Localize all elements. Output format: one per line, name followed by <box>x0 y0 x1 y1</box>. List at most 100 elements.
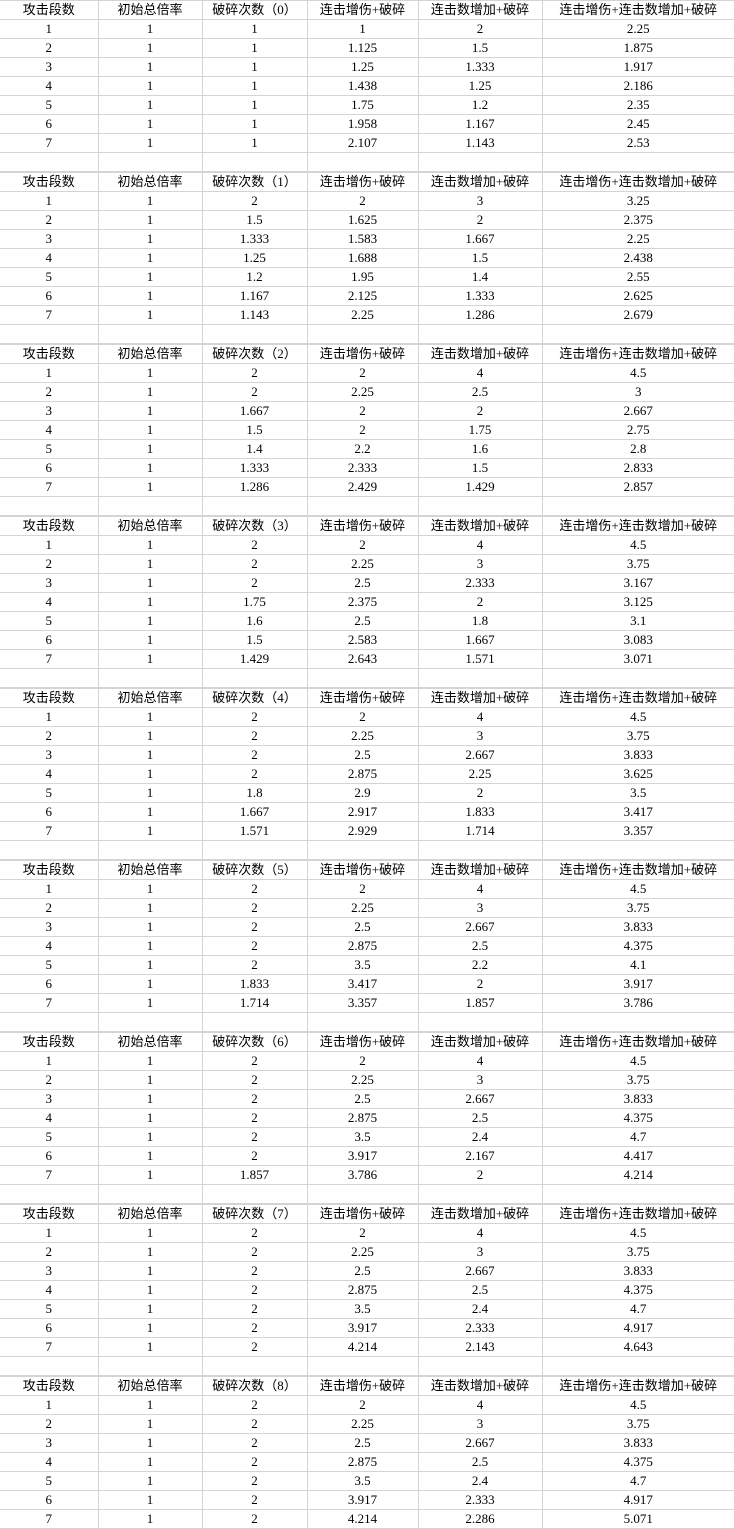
cell[interactable]: 2.5 <box>417 382 543 402</box>
cell[interactable]: 3 <box>0 745 99 765</box>
cell[interactable]: 1.571 <box>417 649 543 669</box>
cell[interactable]: 1 <box>0 1051 99 1071</box>
cell[interactable]: 1.333 <box>201 229 308 249</box>
cell[interactable]: 4 <box>0 936 99 956</box>
cell[interactable]: 4.643 <box>541 1337 734 1357</box>
cell[interactable]: 1 <box>97 726 203 746</box>
cell[interactable]: 1 <box>97 554 203 574</box>
cell[interactable]: 2 <box>201 1318 308 1338</box>
cell[interactable]: 3 <box>0 917 99 937</box>
cell[interactable]: 2 <box>0 1070 99 1090</box>
cell[interactable]: 2.667 <box>417 1089 543 1109</box>
cell[interactable]: 2.5 <box>417 1280 543 1300</box>
cell[interactable]: 2 <box>0 898 99 918</box>
cell[interactable]: 4.5 <box>541 363 734 383</box>
cell[interactable]: 4.1 <box>541 955 734 975</box>
cell[interactable]: 1 <box>0 363 99 383</box>
empty-cell[interactable] <box>0 496 99 516</box>
cell[interactable]: 2.833 <box>541 458 734 478</box>
cell[interactable]: 1 <box>97 210 203 230</box>
column-header[interactable]: 攻击段数 <box>0 172 99 192</box>
cell[interactable]: 4.214 <box>541 1165 734 1185</box>
empty-cell[interactable] <box>541 1356 734 1376</box>
cell[interactable]: 1.833 <box>417 802 543 822</box>
cell[interactable]: 2.143 <box>417 1337 543 1357</box>
cell[interactable]: 2 <box>0 382 99 402</box>
cell[interactable]: 1 <box>97 821 203 841</box>
empty-cell[interactable] <box>417 1012 543 1032</box>
column-header[interactable]: 破碎次数（3） <box>201 516 308 536</box>
cell[interactable]: 2.25 <box>306 554 419 574</box>
cell[interactable]: 1.5 <box>201 630 308 650</box>
cell[interactable]: 1 <box>97 1089 203 1109</box>
empty-cell[interactable] <box>201 1356 308 1376</box>
cell[interactable]: 3.75 <box>541 1414 734 1434</box>
cell[interactable]: 1.583 <box>306 229 419 249</box>
cell[interactable]: 2.107 <box>306 133 419 153</box>
empty-cell[interactable] <box>0 1184 99 1204</box>
cell[interactable]: 1 <box>97 229 203 249</box>
cell[interactable]: 2.5 <box>306 1089 419 1109</box>
cell[interactable]: 3.167 <box>541 573 734 593</box>
column-header[interactable]: 初始总倍率 <box>97 688 203 708</box>
cell[interactable]: 1 <box>97 1299 203 1319</box>
cell[interactable]: 1.2 <box>417 95 543 115</box>
cell[interactable]: 2 <box>201 535 308 555</box>
cell[interactable]: 2 <box>201 363 308 383</box>
cell[interactable]: 2 <box>201 1395 308 1415</box>
cell[interactable]: 2.375 <box>306 592 419 612</box>
cell[interactable]: 2.286 <box>417 1509 543 1529</box>
cell[interactable]: 2 <box>306 363 419 383</box>
empty-cell[interactable] <box>97 496 203 516</box>
column-header[interactable]: 初始总倍率 <box>97 1032 203 1052</box>
cell[interactable]: 3 <box>0 1261 99 1281</box>
cell[interactable]: 1 <box>97 305 203 325</box>
cell[interactable]: 4 <box>417 1051 543 1071</box>
cell[interactable]: 3 <box>417 898 543 918</box>
column-header[interactable]: 连击增伤+连击数增加+破碎 <box>541 1032 734 1052</box>
cell[interactable]: 2.5 <box>306 917 419 937</box>
cell[interactable]: 2.167 <box>417 1146 543 1166</box>
cell[interactable]: 2 <box>201 1452 308 1472</box>
cell[interactable]: 4.5 <box>541 1395 734 1415</box>
cell[interactable]: 1 <box>97 1433 203 1453</box>
column-header[interactable]: 初始总倍率 <box>97 172 203 192</box>
cell[interactable]: 1.857 <box>417 993 543 1013</box>
cell[interactable]: 3.1 <box>541 611 734 631</box>
cell[interactable]: 2 <box>201 554 308 574</box>
cell[interactable]: 2.25 <box>417 764 543 784</box>
cell[interactable]: 3 <box>0 573 99 593</box>
cell[interactable]: 1.5 <box>201 420 308 440</box>
cell[interactable]: 3.417 <box>541 802 734 822</box>
cell[interactable]: 3.625 <box>541 764 734 784</box>
cell[interactable]: 6 <box>0 1318 99 1338</box>
cell[interactable]: 3.917 <box>306 1318 419 1338</box>
cell[interactable]: 2.25 <box>306 1242 419 1262</box>
column-header[interactable]: 连击数增加+破碎 <box>417 516 543 536</box>
empty-cell[interactable] <box>306 1012 419 1032</box>
cell[interactable]: 2.25 <box>306 898 419 918</box>
column-header[interactable]: 攻击段数 <box>0 1032 99 1052</box>
cell[interactable]: 2.25 <box>306 382 419 402</box>
cell[interactable]: 7 <box>0 1509 99 1529</box>
column-header[interactable]: 破碎次数（8） <box>201 1376 308 1396</box>
cell[interactable]: 1 <box>97 133 203 153</box>
cell[interactable]: 3.786 <box>541 993 734 1013</box>
cell[interactable]: 1 <box>97 420 203 440</box>
cell[interactable]: 1 <box>97 630 203 650</box>
cell[interactable]: 2 <box>306 401 419 421</box>
cell[interactable]: 2 <box>201 879 308 899</box>
empty-cell[interactable] <box>97 1356 203 1376</box>
column-header[interactable]: 连击增伤+连击数增加+破碎 <box>541 516 734 536</box>
cell[interactable]: 1.4 <box>417 267 543 287</box>
cell[interactable]: 4 <box>0 248 99 268</box>
cell[interactable]: 5 <box>0 439 99 459</box>
cell[interactable]: 1 <box>201 76 308 96</box>
cell[interactable]: 1 <box>97 1452 203 1472</box>
cell[interactable]: 2.643 <box>306 649 419 669</box>
cell[interactable]: 2 <box>306 1051 419 1071</box>
cell[interactable]: 1 <box>97 745 203 765</box>
cell[interactable]: 4.7 <box>541 1471 734 1491</box>
cell[interactable]: 1.833 <box>201 974 308 994</box>
cell[interactable]: 2 <box>306 707 419 727</box>
